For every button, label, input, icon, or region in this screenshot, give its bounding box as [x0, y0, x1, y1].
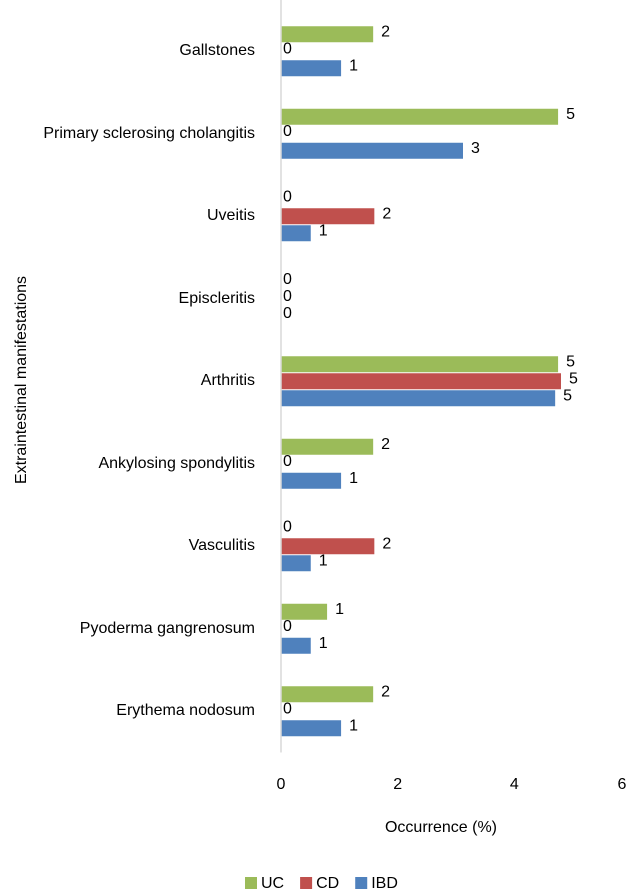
y-tick-label: Arthritis [200, 372, 255, 390]
x-tick-label: 4 [510, 776, 519, 793]
y-tick-label: Uveitis [206, 207, 255, 225]
data-label: 2 [381, 436, 390, 453]
x-axis-label: Occurrence (%) [385, 819, 497, 836]
legend-label: IBD [371, 875, 398, 892]
y-tick-label: Primary sclerosing cholangitis [43, 124, 255, 142]
bar [281, 637, 311, 654]
data-label: 0 [283, 305, 292, 322]
data-label: 0 [283, 40, 292, 57]
bar [281, 208, 375, 225]
y-tick-label: Ankylosing spondylitis [98, 454, 255, 472]
data-label: 0 [283, 123, 292, 140]
data-label: 0 [283, 700, 292, 717]
bar [281, 60, 342, 77]
data-label: 0 [283, 188, 292, 205]
bar [281, 225, 311, 242]
data-label: 5 [569, 370, 578, 387]
legend-swatch [245, 877, 257, 889]
legend-label: UC [261, 875, 284, 892]
bar [281, 26, 374, 43]
data-label: 1 [319, 222, 328, 239]
data-label: 2 [381, 683, 390, 700]
data-label: 0 [283, 288, 292, 305]
data-label: 0 [283, 618, 292, 635]
bar [281, 472, 342, 489]
data-label: 5 [566, 106, 575, 123]
data-label: 1 [349, 470, 358, 487]
y-tick-label: Erythema nodosum [116, 702, 255, 720]
bar [281, 720, 342, 737]
y-tick-label: Pyoderma gangrenosum [79, 619, 255, 637]
bar [281, 438, 374, 455]
data-label: 1 [319, 552, 328, 569]
x-tick-label: 2 [393, 776, 402, 793]
data-label: 0 [283, 271, 292, 288]
bar [281, 603, 328, 620]
legend-label: CD [316, 875, 339, 892]
bar [281, 356, 559, 373]
data-label: 0 [283, 453, 292, 470]
bar [281, 686, 374, 703]
bar [281, 538, 375, 555]
data-label: 5 [563, 387, 572, 404]
data-label: 1 [335, 601, 344, 618]
y-tick-label: Gallstones [179, 42, 255, 60]
data-label: 0 [283, 518, 292, 535]
bar [281, 108, 559, 125]
bar [281, 555, 311, 572]
data-label: 1 [349, 57, 358, 74]
bar [281, 142, 463, 159]
data-label: 3 [471, 140, 480, 157]
bar [281, 373, 561, 390]
legend-swatch [355, 877, 368, 889]
legend-swatch [300, 877, 313, 889]
data-label: 1 [319, 635, 328, 652]
y-tick-label: Vasculitis [188, 537, 255, 555]
data-label: 2 [381, 23, 390, 40]
x-tick-label: 6 [618, 776, 627, 793]
y-axis-label: Extraintestinal manifestations [13, 276, 30, 484]
bar [281, 390, 556, 407]
x-tick-label: 0 [277, 776, 286, 793]
data-label: 2 [382, 535, 391, 552]
data-label: 5 [566, 353, 575, 370]
y-tick-label: Episcleritis [178, 289, 255, 307]
data-label: 2 [382, 205, 391, 222]
data-label: 1 [349, 717, 358, 734]
